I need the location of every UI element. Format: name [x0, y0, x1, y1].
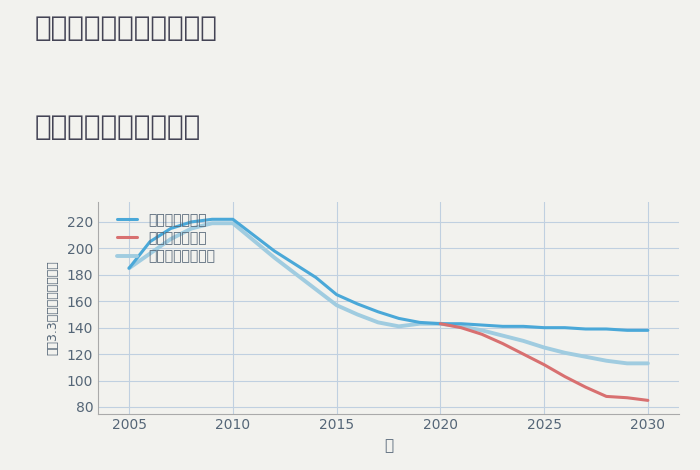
- バッドシナリオ: [498, 341, 507, 346]
- ノーマルシナリオ: [436, 321, 445, 327]
- ノーマルシナリオ: [395, 323, 403, 329]
- グッドシナリオ: [477, 322, 486, 328]
- グッドシナリオ: [332, 292, 341, 298]
- ノーマルシナリオ: [167, 236, 175, 242]
- ノーマルシナリオ: [602, 358, 610, 364]
- Legend: グッドシナリオ, バッドシナリオ, ノーマルシナリオ: グッドシナリオ, バッドシナリオ, ノーマルシナリオ: [117, 213, 216, 264]
- バッドシナリオ: [540, 362, 548, 368]
- Line: ノーマルシナリオ: ノーマルシナリオ: [129, 223, 648, 363]
- グッドシナリオ: [270, 248, 279, 254]
- ノーマルシナリオ: [415, 321, 424, 327]
- グッドシナリオ: [457, 321, 466, 327]
- バッドシナリオ: [644, 398, 652, 403]
- グッドシナリオ: [167, 226, 175, 231]
- グッドシナリオ: [623, 328, 631, 333]
- ノーマルシナリオ: [229, 220, 237, 226]
- グッドシナリオ: [395, 316, 403, 321]
- ノーマルシナリオ: [519, 338, 528, 344]
- ノーマルシナリオ: [582, 354, 590, 360]
- ノーマルシナリオ: [125, 266, 133, 271]
- バッドシナリオ: [519, 351, 528, 357]
- グッドシナリオ: [291, 261, 300, 267]
- ノーマルシナリオ: [354, 312, 362, 317]
- バッドシナリオ: [436, 321, 445, 327]
- グッドシナリオ: [125, 266, 133, 271]
- ノーマルシナリオ: [146, 251, 154, 257]
- ノーマルシナリオ: [270, 255, 279, 260]
- ノーマルシナリオ: [623, 360, 631, 366]
- ノーマルシナリオ: [332, 302, 341, 308]
- グッドシナリオ: [354, 301, 362, 307]
- グッドシナリオ: [561, 325, 569, 330]
- グッドシナリオ: [374, 309, 382, 314]
- ノーマルシナリオ: [291, 271, 300, 276]
- バッドシナリオ: [477, 331, 486, 337]
- グッドシナリオ: [519, 323, 528, 329]
- ノーマルシナリオ: [561, 350, 569, 356]
- グッドシナリオ: [187, 219, 195, 225]
- グッドシナリオ: [540, 325, 548, 330]
- Line: グッドシナリオ: グッドシナリオ: [129, 219, 648, 330]
- バッドシナリオ: [623, 395, 631, 400]
- バッドシナリオ: [582, 384, 590, 390]
- ノーマルシナリオ: [477, 328, 486, 333]
- グッドシナリオ: [436, 321, 445, 327]
- ノーマルシナリオ: [498, 333, 507, 338]
- Text: 中古戸建ての価格推移: 中古戸建ての価格推移: [35, 113, 202, 141]
- バッドシナリオ: [561, 374, 569, 379]
- ノーマルシナリオ: [208, 220, 216, 226]
- ノーマルシナリオ: [187, 226, 195, 231]
- ノーマルシナリオ: [249, 238, 258, 243]
- グッドシナリオ: [582, 326, 590, 332]
- バッドシナリオ: [602, 393, 610, 399]
- グッドシナリオ: [249, 232, 258, 238]
- X-axis label: 年: 年: [384, 438, 393, 453]
- グッドシナリオ: [602, 326, 610, 332]
- Y-axis label: 坪（3.3㎡）単価（万円）: 坪（3.3㎡）単価（万円）: [47, 260, 60, 355]
- グッドシナリオ: [229, 217, 237, 222]
- ノーマルシナリオ: [374, 320, 382, 325]
- グッドシナリオ: [644, 328, 652, 333]
- Line: バッドシナリオ: バッドシナリオ: [440, 324, 648, 400]
- グッドシナリオ: [498, 323, 507, 329]
- ノーマルシナリオ: [312, 287, 320, 292]
- グッドシナリオ: [415, 320, 424, 325]
- グッドシナリオ: [146, 239, 154, 244]
- グッドシナリオ: [312, 274, 320, 280]
- ノーマルシナリオ: [644, 360, 652, 366]
- Text: 奈良県生駒市鹿ノ台北の: 奈良県生駒市鹿ノ台北の: [35, 14, 218, 42]
- グッドシナリオ: [208, 217, 216, 222]
- ノーマルシナリオ: [540, 345, 548, 350]
- バッドシナリオ: [457, 325, 466, 330]
- ノーマルシナリオ: [457, 323, 466, 329]
